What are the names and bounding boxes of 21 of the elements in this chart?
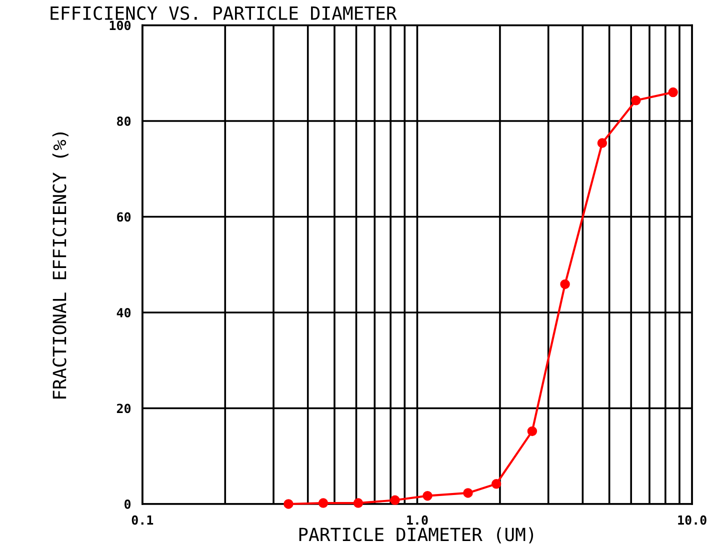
x-tick-label: 10.0 (678, 515, 706, 525)
point (318, 498, 328, 508)
x-tick-label: 1.0 (407, 515, 428, 525)
chart-title: EFFICIENCY VS. PARTICLE DIAMETER (50, 6, 397, 20)
y-tick-label: 20 (116, 404, 131, 414)
point (491, 479, 502, 489)
point (527, 426, 538, 436)
x-axis-title: PARTICLE DIAMETER (UM) (299, 527, 534, 544)
point (631, 96, 641, 106)
y-tick-label: 0 (124, 499, 131, 509)
point (668, 87, 678, 98)
y-tick-label: 100 (110, 20, 131, 30)
y-tick-label: 80 (117, 116, 131, 126)
x-tick-label: 0.1 (132, 515, 154, 525)
y-tick-label: 60 (117, 212, 131, 222)
y-tick-label: 40 (116, 308, 131, 318)
point (597, 138, 608, 148)
point (422, 490, 432, 501)
point (284, 499, 294, 509)
point (353, 498, 364, 508)
y-axis-title: FRACTIONAL EFFICIENCY (%) (52, 132, 68, 398)
